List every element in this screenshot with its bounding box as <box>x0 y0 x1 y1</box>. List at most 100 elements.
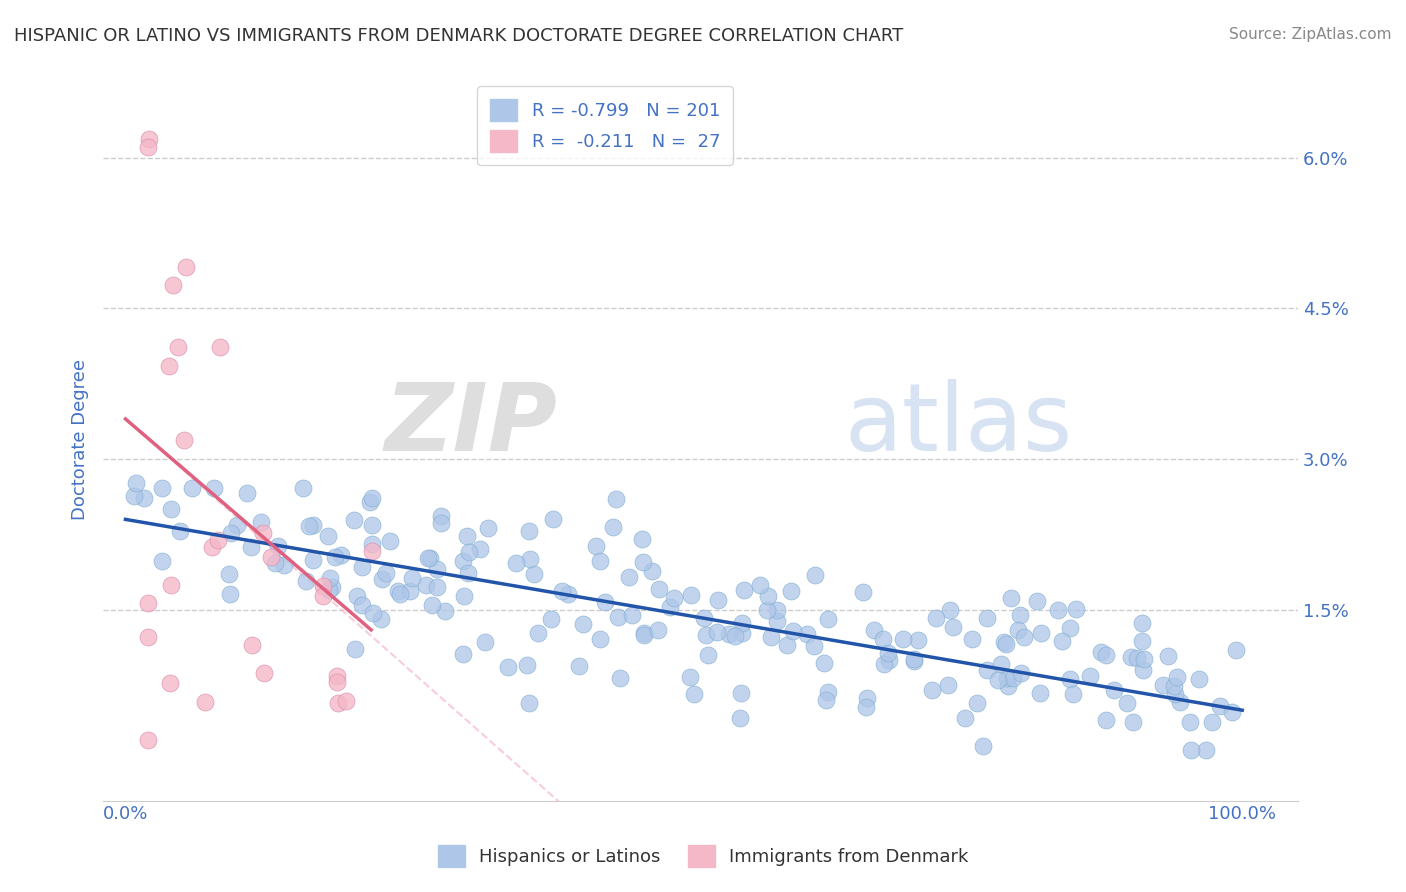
Point <box>855 700 877 714</box>
Point <box>817 685 839 699</box>
Point <box>995 671 1018 685</box>
Point <box>430 509 453 524</box>
Point <box>330 548 353 562</box>
Point <box>659 599 682 614</box>
Point <box>360 537 382 551</box>
Point <box>136 596 159 610</box>
Point <box>323 550 346 565</box>
Point <box>1188 672 1211 686</box>
Legend: R = -0.799   N = 201, R =  -0.211   N =  27: R = -0.799 N = 201, R = -0.211 N = 27 <box>478 87 733 165</box>
Point <box>602 520 624 534</box>
Point <box>291 481 314 495</box>
Point <box>253 666 276 681</box>
Point <box>519 696 541 710</box>
Point <box>1116 696 1139 710</box>
Point <box>907 632 929 647</box>
Point <box>1012 630 1035 644</box>
Point <box>633 555 655 569</box>
Point <box>311 579 333 593</box>
Point <box>995 637 1018 651</box>
Point <box>167 340 190 354</box>
Point <box>695 628 717 642</box>
Point <box>426 580 449 594</box>
Point <box>609 672 631 686</box>
Point <box>936 678 959 692</box>
Point <box>181 481 204 495</box>
Point <box>540 612 562 626</box>
Point <box>997 679 1019 693</box>
Point <box>174 260 197 275</box>
Point <box>150 554 173 568</box>
Point <box>1180 743 1202 757</box>
Point <box>879 653 901 667</box>
Point <box>360 491 382 506</box>
Point <box>302 517 325 532</box>
Point <box>159 675 181 690</box>
Point <box>326 675 349 690</box>
Point <box>318 529 340 543</box>
Point <box>779 583 801 598</box>
Point <box>125 475 148 490</box>
Point <box>240 541 263 555</box>
Point <box>551 584 574 599</box>
Point <box>519 551 541 566</box>
Point <box>474 635 496 649</box>
Point <box>1010 666 1032 681</box>
Point <box>326 696 349 710</box>
Point <box>939 603 962 617</box>
Point <box>572 617 595 632</box>
Point <box>457 566 479 581</box>
Point <box>903 654 925 668</box>
Point <box>962 632 984 646</box>
Point <box>496 659 519 673</box>
Point <box>160 578 183 592</box>
Point <box>1010 607 1032 622</box>
Point <box>160 501 183 516</box>
Point <box>263 557 285 571</box>
Point <box>370 612 392 626</box>
Point <box>706 624 728 639</box>
Point <box>169 524 191 539</box>
Point <box>803 568 825 582</box>
Point <box>361 606 384 620</box>
Point <box>1104 682 1126 697</box>
Point <box>218 587 240 601</box>
Point <box>631 532 654 546</box>
Point <box>1119 649 1142 664</box>
Point <box>202 481 225 495</box>
Text: HISPANIC OR LATINO VS IMMIGRANTS FROM DENMARK DOCTORATE DEGREE CORRELATION CHART: HISPANIC OR LATINO VS IMMIGRANTS FROM DE… <box>14 27 903 45</box>
Point <box>1168 695 1191 709</box>
Point <box>426 561 449 575</box>
Point <box>335 693 357 707</box>
Point <box>877 646 900 660</box>
Point <box>1201 715 1223 730</box>
Point <box>136 733 159 747</box>
Point <box>1132 634 1154 648</box>
Point <box>852 584 875 599</box>
Point <box>458 545 481 559</box>
Point <box>138 132 160 146</box>
Point <box>1220 705 1243 719</box>
Point <box>302 553 325 567</box>
Point <box>399 584 422 599</box>
Point <box>523 566 546 581</box>
Point <box>605 491 627 506</box>
Point <box>1062 687 1084 701</box>
Point <box>374 566 396 581</box>
Point <box>633 628 655 642</box>
Point <box>872 632 894 646</box>
Point <box>1132 652 1154 666</box>
Point <box>419 551 441 566</box>
Point <box>619 570 641 584</box>
Point <box>766 603 789 617</box>
Point <box>527 626 550 640</box>
Point <box>707 593 730 607</box>
Point <box>1208 699 1230 714</box>
Point <box>693 611 716 625</box>
Text: ZIP: ZIP <box>384 378 557 471</box>
Point <box>993 634 1015 648</box>
Point <box>775 638 797 652</box>
Point <box>1078 669 1101 683</box>
Point <box>401 571 423 585</box>
Point <box>318 583 340 598</box>
